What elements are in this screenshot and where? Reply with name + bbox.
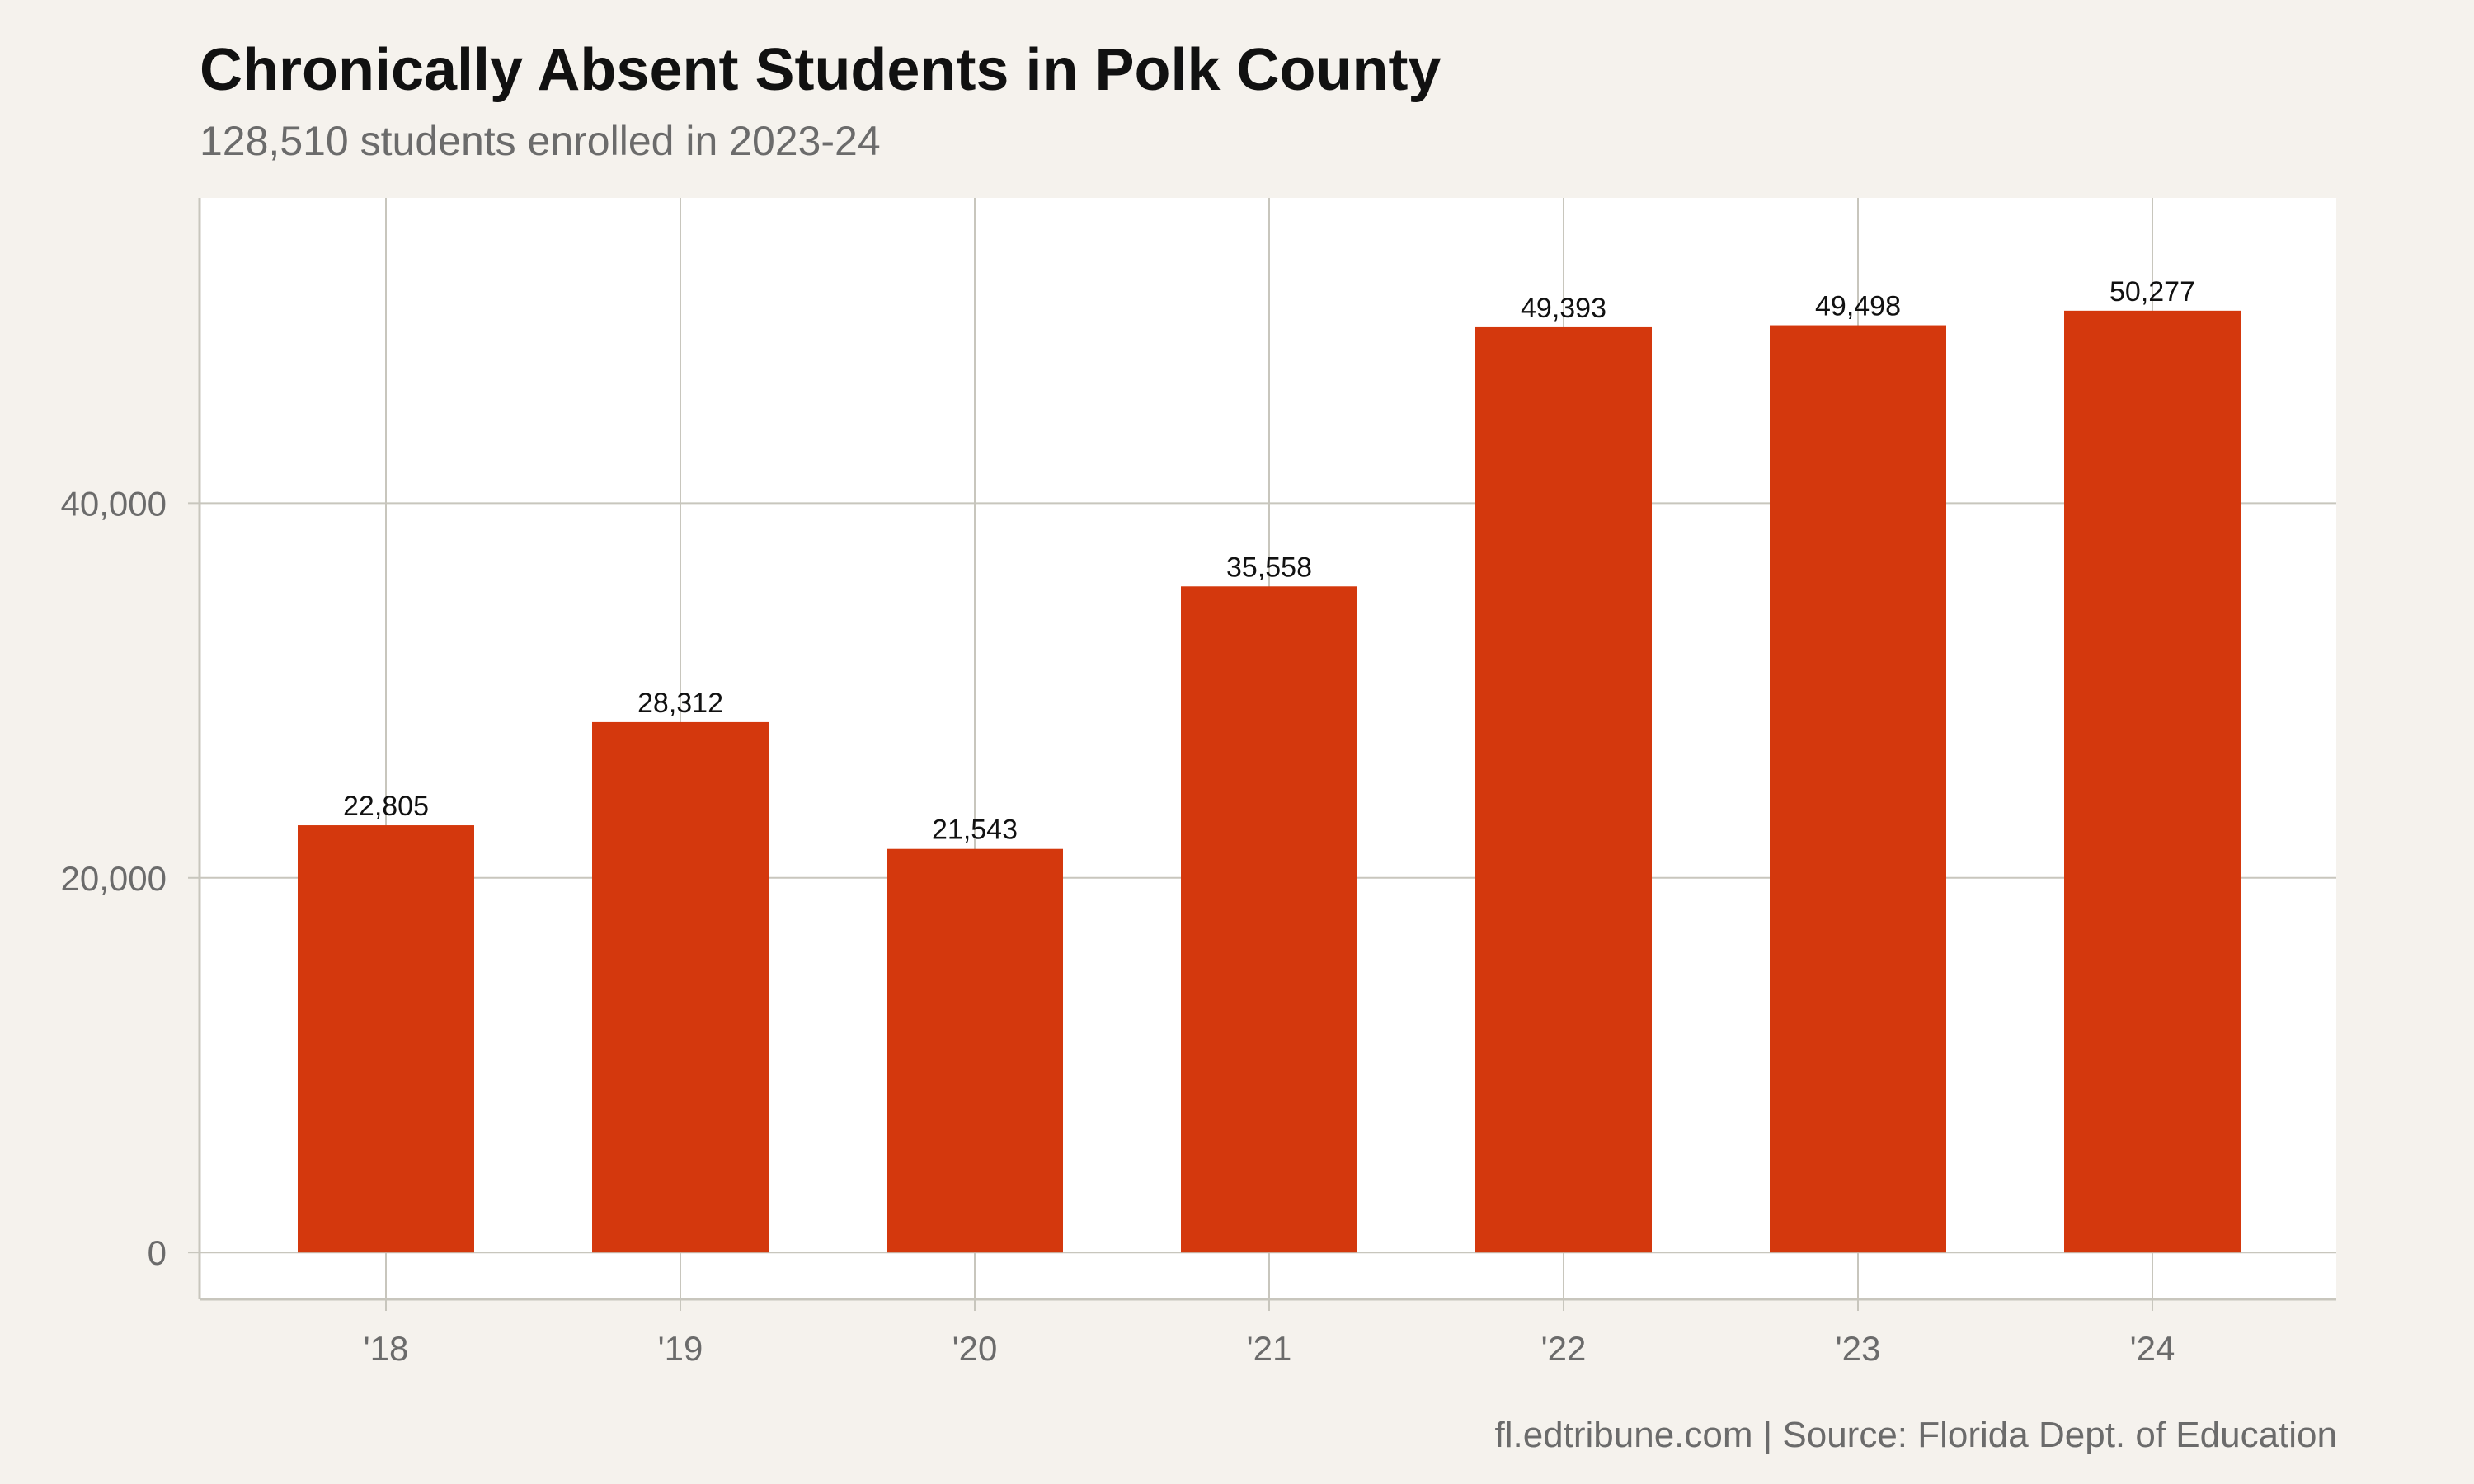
y-tick-label: 0 (148, 1233, 167, 1272)
x-tick-label: '18 (364, 1329, 409, 1368)
value-label-2: 28,312 (637, 688, 723, 719)
value-label-3: 21,543 (932, 815, 1018, 846)
axes: 0 20,000 40,000 '18 '19 '20 '21 '22 '23 '24 (61, 198, 2336, 1368)
value-label-4: 35,558 (1226, 552, 1312, 583)
chart-subtitle: 128,510 students enrolled in 2023-24 (200, 118, 881, 164)
bar-6 (1770, 325, 1946, 1253)
bars (298, 310, 2241, 1253)
bar-7 (2064, 310, 2241, 1253)
value-labels: 22,805 28,312 21,543 35,558 49,393 49,498 50,2… (343, 276, 2195, 846)
bar-4 (1181, 586, 1357, 1253)
y-tick-label: 40,000 (61, 484, 167, 523)
x-tick-label: '21 (1247, 1329, 1292, 1368)
source-caption: fl.edtribune.com | Source: Florida Dept.… (1494, 1415, 2337, 1455)
value-label-7: 50,277 (2109, 276, 2195, 308)
value-label-6: 49,498 (1815, 291, 1901, 322)
x-tick-label: '22 (1541, 1329, 1587, 1368)
x-tick-label: '24 (2130, 1329, 2175, 1368)
chart-title: Chronically Absent Students in Polk Coun… (200, 37, 1442, 103)
x-tick-label: '23 (1836, 1329, 1881, 1368)
bar-1 (298, 825, 474, 1253)
x-tick-label: '20 (952, 1329, 998, 1368)
value-label-1: 22,805 (343, 791, 429, 822)
y-tick-label: 20,000 (61, 859, 167, 898)
value-label-5: 49,393 (1521, 293, 1606, 324)
bar-3 (887, 848, 1063, 1253)
bar-5 (1475, 326, 1652, 1253)
x-tick-label: '19 (658, 1329, 703, 1368)
bar-2 (592, 721, 769, 1253)
